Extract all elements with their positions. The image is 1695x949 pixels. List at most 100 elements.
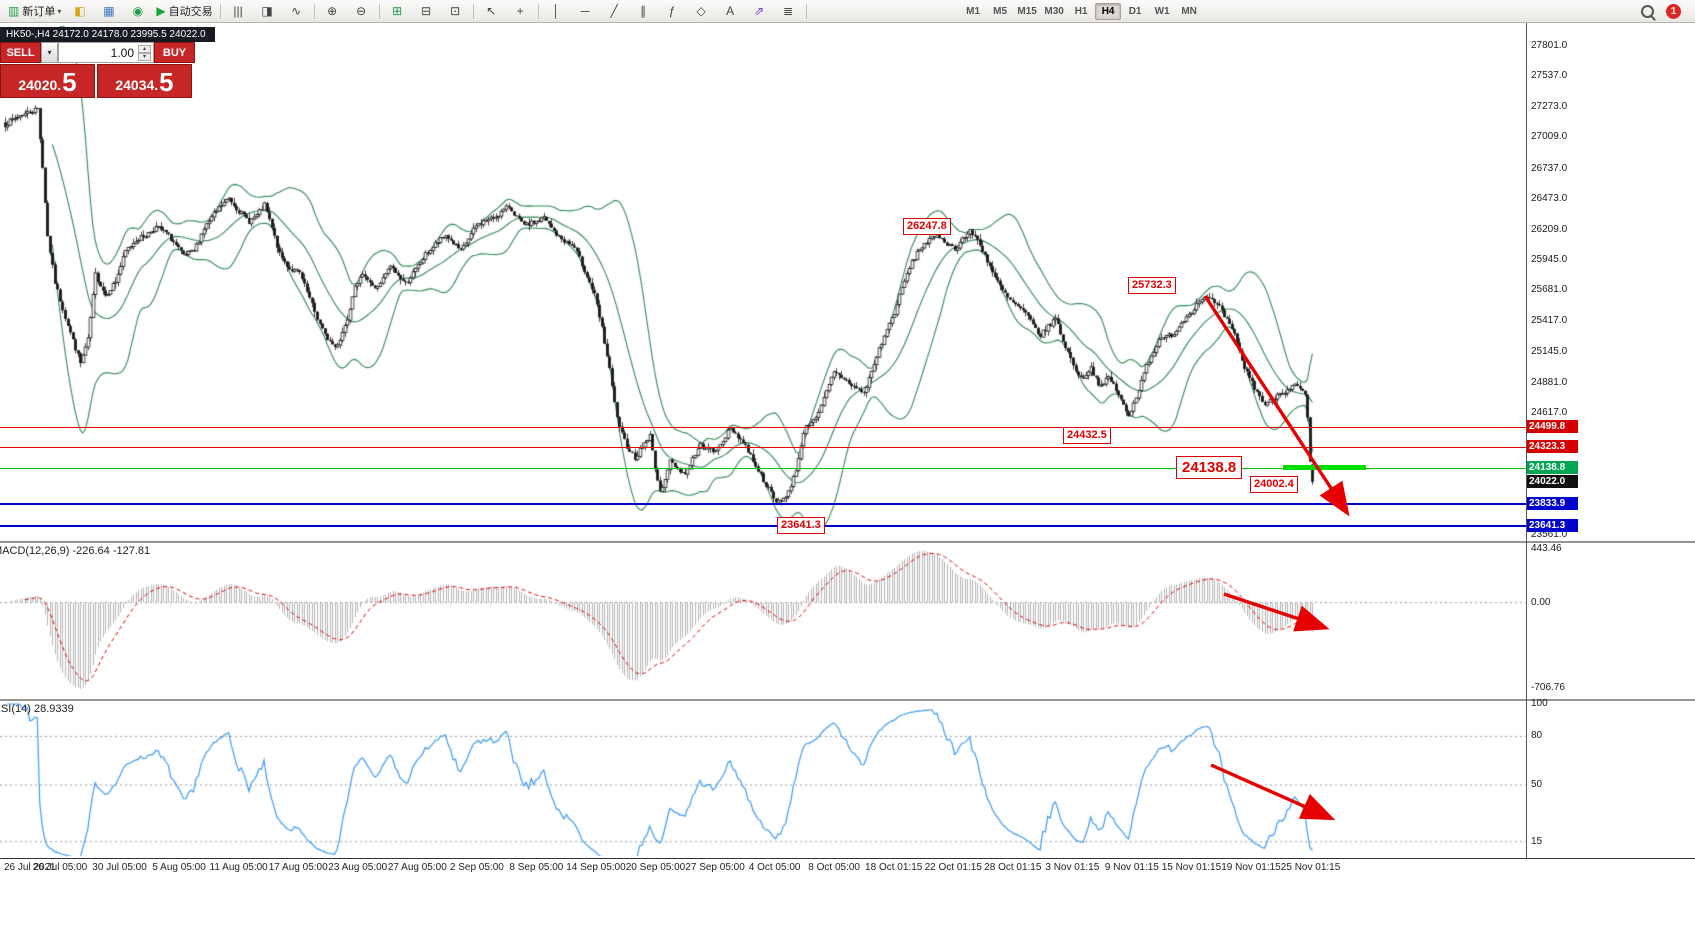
time-axis-label: 27 Sep 05:00 <box>685 862 745 873</box>
arrange-windows-button[interactable]: ⊡ <box>442 1 469 22</box>
time-axis-label: 28 Oct 01:15 <box>984 862 1042 873</box>
price-annotation[interactable]: 24432.5 <box>1063 427 1111 444</box>
crosshair-icon: + <box>516 4 524 18</box>
chart-candles-button[interactable]: ◨ <box>254 1 281 22</box>
chart-line-button[interactable]: ∿ <box>283 1 310 22</box>
new-order-button[interactable]: ▥ 新订单 ▾ <box>5 1 64 22</box>
arrow-objects-button[interactable]: ⇗ <box>746 1 773 22</box>
timeframe-button-m30[interactable]: M30 <box>1044 5 1064 17</box>
price-annotation[interactable]: 24138.8 <box>1176 456 1243 479</box>
vertical-line-button[interactable]: │ <box>543 1 570 22</box>
time-axis-label: 8 Oct 05:00 <box>808 862 860 873</box>
indicators-icon: ≣ <box>783 4 794 18</box>
sell-button[interactable]: SELL <box>0 42 41 63</box>
horizontal-line-button[interactable]: ─ <box>572 1 599 22</box>
time-axis-label: 20 Sep 05:00 <box>625 862 686 873</box>
macd-axis-label: 443.46 <box>1531 543 1562 554</box>
price-axis-badge: 24323.3 <box>1527 440 1578 454</box>
timeframe-button-w1[interactable]: W1 <box>1154 5 1170 17</box>
zoom-out-button[interactable]: ⊖ <box>348 1 375 22</box>
price-axis-tick: 26209.0 <box>1531 223 1568 235</box>
toolbar-separator <box>219 3 221 19</box>
market-watch-button[interactable]: ◧ <box>66 1 93 22</box>
time-axis-label: 23 Aug 05:00 <box>328 862 388 873</box>
support-highlight-bar[interactable] <box>1283 465 1366 470</box>
buy-price-display[interactable]: 24034. 5 <box>97 64 192 98</box>
price-axis-tick: 23561.0 <box>1531 528 1568 540</box>
rsi-axis-label: 80 <box>1531 730 1543 742</box>
horizontal-level-line[interactable] <box>0 427 1526 428</box>
price-annotation[interactable]: 25732.3 <box>1128 277 1176 294</box>
order-type-dropdown[interactable]: ▾ <box>41 42 58 63</box>
timeframe-button-h4[interactable]: H4 <box>1095 2 1122 20</box>
time-axis-label: 3 Nov 01:15 <box>1045 862 1100 873</box>
sell-price-display[interactable]: 24020. 5 <box>0 64 95 98</box>
shapes-button[interactable]: ◇ <box>688 1 715 22</box>
timeframe-button-m1[interactable]: M1 <box>966 5 981 17</box>
chart-ohlc-header: HK50-,H4 24172.0 24178.0 23995.5 24022.0 <box>0 27 215 42</box>
timeframe-button-h1[interactable]: H1 <box>1074 5 1088 17</box>
price-chart-canvas[interactable] <box>0 0 1526 949</box>
indicators-button[interactable]: ≣ <box>775 1 802 22</box>
trendline-button[interactable]: ╱ <box>601 1 628 22</box>
price-axis-tick: 27801.0 <box>1531 40 1568 51</box>
new-order-button-label: 新订单 <box>22 6 56 18</box>
volume-up-button[interactable]: ▴ <box>138 44 151 53</box>
price-axis-tick: 25681.0 <box>1531 284 1568 296</box>
fibonacci-button[interactable]: ƒ <box>659 1 686 22</box>
fibonacci-icon: ƒ <box>668 4 676 18</box>
toolbar-button-group: ▥ 新订单 ▾ ◧ ▦ ◉ ▶ 自动交易 ||| ◨ ∿ ⊕ ⊖ ⊞ ⊟ ⊡ ↖ + │ ─ ╱ ∥ ƒ ◇ A ⇗ ≣ <box>4 1 810 22</box>
price-annotation[interactable]: 23641.3 <box>777 517 825 534</box>
volume-stepper: ▴ ▾ <box>138 44 151 61</box>
horizontal-level-line[interactable] <box>0 447 1526 448</box>
price-axis-tick: 24617.0 <box>1531 407 1568 419</box>
buy-button[interactable]: BUY <box>154 42 195 63</box>
text-icon: A <box>726 4 735 18</box>
time-axis-separator <box>0 858 1695 859</box>
crosshair-button[interactable]: + <box>507 1 534 22</box>
timeframe-button-m15[interactable]: M15 <box>1017 5 1037 17</box>
notification-badge[interactable]: 1 <box>1666 3 1681 19</box>
terminal-button[interactable]: ◉ <box>124 1 151 22</box>
timeframe-button-mn[interactable]: MN <box>1181 5 1197 17</box>
timeframe-button-d1[interactable]: D1 <box>1128 5 1142 17</box>
panel-separator[interactable] <box>0 541 1695 543</box>
time-axis-label: 25 Nov 01:15 <box>1280 862 1341 873</box>
horizontal-level-line[interactable] <box>0 525 1526 527</box>
autotrading-icon: ▶ <box>156 4 166 18</box>
rsi-axis-label: 15 <box>1531 835 1543 847</box>
cursor-button[interactable]: ↖ <box>478 1 505 22</box>
panel-separator[interactable] <box>0 699 1695 701</box>
price-axis-tick: 25417.0 <box>1531 314 1568 326</box>
time-axis-label: 19 Nov 01:15 <box>1221 862 1281 873</box>
zoom-in-button[interactable]: ⊕ <box>319 1 346 22</box>
cascade-windows-button[interactable]: ⊟ <box>413 1 440 22</box>
equidistant-channel-button[interactable]: ∥ <box>630 1 657 22</box>
volume-field[interactable]: 1.00 ▴ ▾ <box>58 42 154 63</box>
timeframe-button-m5[interactable]: M5 <box>993 5 1008 17</box>
price-annotation[interactable]: 24002.4 <box>1250 476 1298 493</box>
autotrading-button-label: 自动交易 <box>168 6 213 18</box>
price-axis-tick: 25945.0 <box>1531 254 1568 266</box>
volume-down-button[interactable]: ▾ <box>138 52 151 61</box>
navigator-button[interactable]: ▦ <box>95 1 122 22</box>
text-button[interactable]: A <box>717 1 744 22</box>
autotrading-button[interactable]: ▶ 自动交易 <box>153 1 215 22</box>
cursor-icon: ↖ <box>486 4 497 18</box>
time-axis-label: 26 Jul 2021 <box>4 862 56 873</box>
time-axis-label: 9 Nov 01:15 <box>1104 862 1159 873</box>
price-annotation[interactable]: 26247.8 <box>903 218 951 235</box>
time-axis-label: 4 Oct 05:00 <box>748 862 801 873</box>
horizontal-level-line[interactable] <box>0 503 1526 505</box>
search-icon[interactable] <box>1641 4 1654 18</box>
price-axis-tick: 27273.0 <box>1531 100 1568 112</box>
chart-bars-button[interactable]: ||| <box>225 1 252 22</box>
time-axis-label: 2 Sep 05:00 <box>449 862 504 873</box>
price-prefix: 24034. <box>115 77 159 93</box>
tile-windows-button[interactable]: ⊞ <box>384 1 411 22</box>
horizontal-level-line[interactable] <box>0 468 1526 469</box>
cascade-windows-icon: ⊟ <box>421 4 432 18</box>
toolbar-separator <box>537 3 539 19</box>
rsi-indicator-label: RSI(14) 28.9339 <box>0 703 74 715</box>
